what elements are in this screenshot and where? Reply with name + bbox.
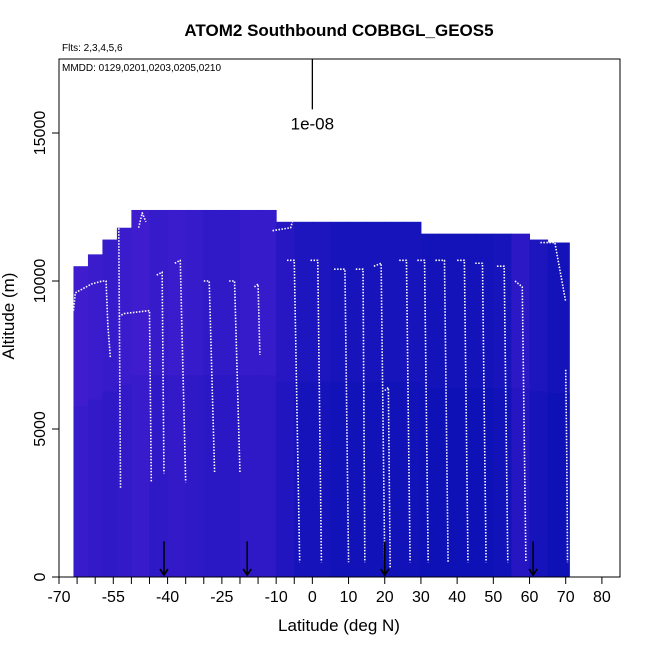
- flight-track: [287, 259, 301, 563]
- x-axis-label: Latitude (deg N): [278, 616, 400, 635]
- y-tick-label: 10000: [32, 259, 49, 304]
- curtain-column-lower: [185, 375, 205, 577]
- flight-track: [355, 268, 366, 563]
- curtain-column-lower: [258, 375, 277, 577]
- scale-label: 1e-08: [291, 114, 334, 133]
- flight-track: [475, 262, 487, 563]
- flight-track: [417, 259, 429, 563]
- curtain-column-lower: [73, 406, 89, 577]
- arrow-marker-head: [528, 568, 538, 577]
- x-tick-label: -25: [210, 589, 233, 606]
- curtain-column-lower: [131, 375, 150, 577]
- y-axis-label: Altitude (m): [0, 273, 18, 360]
- curtain-column-lower: [529, 391, 549, 577]
- curtain-column-lower: [420, 388, 440, 577]
- curtain-column-lower: [366, 381, 386, 577]
- curtain-column-lower: [102, 391, 118, 577]
- curtain-column-lower: [276, 381, 295, 577]
- y-tick-label: 5000: [32, 411, 49, 447]
- curtain-column-lower: [312, 381, 331, 577]
- curtain-column-lower: [384, 381, 404, 577]
- curtain-column-lower: [167, 375, 187, 577]
- flights-label: Flts: 2,3,4,5,6: [62, 43, 123, 54]
- curtain-column-lower: [149, 375, 169, 577]
- x-tick-label: 20: [376, 589, 394, 606]
- flight-track: [373, 262, 386, 563]
- flight-track: [272, 221, 294, 232]
- arrow-markers-layer: [159, 541, 538, 577]
- arrow-marker-head: [159, 568, 169, 577]
- flight-track: [496, 265, 509, 563]
- x-tick-label: -70: [47, 589, 70, 606]
- x-tick-label: -40: [156, 589, 179, 606]
- plot-frame: [58, 58, 621, 578]
- curtain-column-lower: [475, 388, 494, 577]
- curtain-column-lower: [348, 381, 368, 577]
- x-tick-label: 70: [557, 589, 575, 606]
- flight-track: [457, 259, 469, 563]
- flight-track: [540, 241, 567, 302]
- curtain-column-lower: [493, 388, 512, 577]
- flight-tracks-layer: [72, 212, 569, 569]
- arrow-marker-head: [242, 568, 252, 577]
- flight-track: [310, 259, 323, 563]
- curtain-column-lower: [511, 388, 531, 577]
- flight-track: [118, 309, 153, 483]
- curtain-column-lower: [547, 393, 570, 577]
- x-tick-label: 10: [340, 589, 358, 606]
- y-tick-label: 15000: [32, 111, 49, 156]
- curtain-column-lower: [402, 381, 422, 577]
- curtain-column-lower: [330, 381, 350, 577]
- curtain-column-lower: [116, 384, 132, 577]
- x-axis: -70 -55 -40 -25 -10 0 10 20 30 40 50 60 70 80: [47, 577, 611, 606]
- y-tick-label: 0: [32, 572, 49, 581]
- flight-track: [399, 259, 411, 563]
- flight-track: [253, 283, 261, 356]
- flight-track: [514, 280, 527, 563]
- flight-track: [110, 221, 122, 489]
- x-tick-label: 50: [484, 589, 502, 606]
- x-tick-label: -10: [265, 589, 288, 606]
- arrow-marker-head: [380, 568, 390, 577]
- y-axis: 0 5000 10000 15000: [32, 111, 59, 581]
- curtain-column-lower: [294, 381, 313, 577]
- chart-title: ATOM2 Southbound COBBGL_GEOS5: [184, 21, 493, 40]
- curtain-layer: [73, 209, 570, 578]
- curtain-column-lower: [203, 375, 223, 577]
- curtain-column-lower: [239, 375, 259, 577]
- curtain-column-lower: [87, 399, 103, 577]
- curtain-column-lower: [439, 388, 458, 577]
- flight-track: [334, 268, 350, 563]
- x-tick-label: 0: [308, 589, 317, 606]
- curtain-column-lower: [457, 388, 476, 577]
- flight-track: [435, 259, 449, 563]
- x-tick-label: 30: [412, 589, 430, 606]
- x-tick-label: -55: [102, 589, 125, 606]
- x-tick-label: 80: [593, 589, 611, 606]
- flight-track: [137, 212, 147, 228]
- flight-track: [156, 271, 165, 474]
- flight-track: [174, 259, 187, 483]
- curtain-column-lower: [221, 375, 241, 577]
- dates-label: MMDD: 0129,0201,0203,0205,0210: [62, 63, 221, 74]
- x-tick-label: 60: [521, 589, 539, 606]
- x-tick-label: 40: [448, 589, 466, 606]
